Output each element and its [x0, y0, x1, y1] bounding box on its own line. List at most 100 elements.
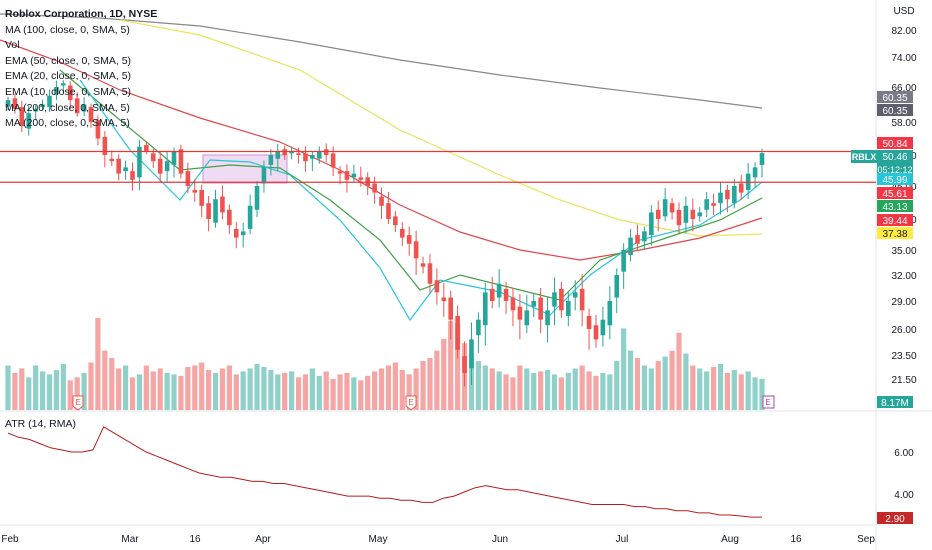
indicator-legend: Roblox Corporation, 1D, NYSE MA (100, cl… — [5, 7, 157, 132]
x-tick-label: 16 — [790, 534, 802, 545]
volume-bar — [420, 361, 426, 410]
x-tick-label: Mar — [121, 534, 139, 545]
candle — [469, 339, 474, 369]
volume-bar — [219, 368, 226, 410]
volume-bar — [441, 338, 447, 410]
y-tick-label: 82.00 — [891, 26, 916, 37]
volume-bar — [551, 374, 558, 410]
candle — [19, 107, 25, 127]
indicator-ema20[interactable]: EMA (20, close, 0, SMA, 5) — [5, 70, 132, 83]
y-tick-label: 35.00 — [891, 246, 916, 257]
candle — [185, 171, 191, 186]
volume-bar — [337, 374, 343, 410]
candle — [413, 241, 419, 259]
volume-bar — [192, 365, 198, 410]
volume-bar — [88, 362, 94, 410]
price-label-box — [877, 173, 913, 185]
candle — [434, 280, 440, 293]
volume-bar — [344, 372, 350, 410]
candle — [386, 203, 391, 219]
candle — [462, 356, 467, 373]
candle — [752, 167, 758, 178]
earnings-marker: E — [762, 395, 775, 409]
volume-bar — [455, 323, 461, 410]
candle — [379, 196, 384, 206]
volume-bar — [406, 374, 412, 410]
candle — [510, 297, 516, 311]
volume-bar — [178, 375, 184, 410]
candle — [102, 136, 108, 155]
volume-bar — [26, 377, 32, 410]
indicator-ma100[interactable]: MA (100, close, 0, SMA, 5) — [5, 23, 130, 36]
indicator-ema10[interactable]: EMA (10, close, 0, SMA, 5) — [5, 85, 132, 98]
candle — [254, 186, 260, 210]
volume-bar — [136, 374, 143, 410]
volume-bar — [524, 368, 530, 410]
volume-bar — [39, 371, 46, 410]
price-label: 60.35 — [877, 104, 913, 117]
price-label-box — [877, 137, 913, 149]
volume-bar — [448, 320, 454, 410]
volume-bar — [759, 378, 765, 410]
x-tick-label: May — [369, 534, 388, 545]
x-tick-label: Jul — [616, 534, 629, 545]
volume-bar — [669, 350, 675, 410]
y-tick-label: 29.00 — [891, 297, 916, 308]
volume-bar — [171, 374, 177, 410]
price-label-text: 45.99 — [882, 175, 907, 186]
volume-bar — [199, 362, 205, 410]
ema20-line — [59, 69, 763, 301]
price-label-text: 50.46 — [882, 152, 907, 163]
volume-bar — [247, 368, 253, 410]
indicator-ma200b[interactable]: MA (200, close, 0, SMA, 5) — [5, 117, 130, 130]
volume-bar — [517, 365, 523, 410]
volume-bar — [392, 362, 398, 410]
atr-label[interactable]: ATR (14, RMA) — [5, 418, 76, 430]
volume-bar — [579, 365, 585, 410]
earnings-marker: E — [72, 395, 84, 411]
candle — [26, 113, 32, 129]
candle — [12, 98, 18, 109]
candle — [718, 192, 723, 204]
candle — [483, 292, 488, 326]
volume-bar — [593, 375, 599, 410]
candle — [316, 150, 322, 159]
volume-bar — [496, 371, 502, 410]
volume-bar — [81, 372, 87, 410]
candle — [552, 292, 557, 307]
candle — [358, 177, 364, 180]
candle — [240, 231, 246, 236]
candle — [150, 153, 156, 162]
candle — [517, 306, 523, 320]
candle — [455, 315, 460, 350]
volume-bar — [745, 371, 751, 410]
candle — [227, 209, 232, 226]
candle — [344, 171, 350, 180]
indicator-vol[interactable]: Vol — [5, 39, 20, 52]
candle — [524, 310, 530, 326]
indicator-ma200a[interactable]: MA (200, close, 0, SMA, 5) — [5, 101, 130, 114]
volume-bar — [385, 365, 392, 410]
y-tick-label: 23.50 — [891, 351, 916, 362]
candle — [54, 87, 59, 94]
candle — [649, 212, 654, 236]
volume-bar — [143, 365, 149, 410]
volume-bar — [662, 356, 668, 410]
horizontal-levels — [0, 150, 876, 183]
candle — [655, 209, 661, 219]
candle — [635, 235, 640, 244]
y-tick-label: 74.00 — [891, 53, 916, 64]
earnings-label: E — [765, 398, 770, 407]
candle — [74, 98, 80, 114]
price-label-box — [877, 150, 913, 176]
indicator-ema50[interactable]: EMA (50, close, 0, SMA, 5) — [5, 54, 132, 67]
y-tick-label: 21.50 — [891, 375, 916, 386]
volume-bar — [399, 369, 405, 410]
candle — [759, 153, 765, 165]
earnings-flag — [405, 395, 417, 411]
volume-bar — [690, 365, 696, 410]
candle — [662, 199, 668, 217]
candle — [157, 158, 163, 174]
